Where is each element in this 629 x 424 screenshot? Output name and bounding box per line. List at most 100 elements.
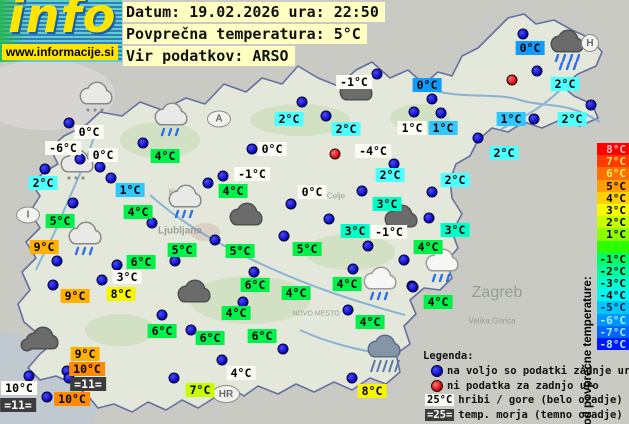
station-temperature-label: =11= [70,377,106,391]
scale-bar: 8°C 7°C 6°C 5°C 4°C 3°C 2°C 1°C -1°C -2°C -3°C -4°C… [597,143,629,351]
station-temperature-label: 0°C [257,142,287,156]
station-dot-blue [285,198,297,210]
station-temperature-label: 8°C [106,287,136,301]
scale-entry: -3°C [597,277,629,290]
station-temperature-label: 6°C [126,255,156,269]
map-sign-i: I [16,206,40,224]
station-dot-blue [105,172,117,184]
rain-icon [63,221,109,267]
rivers [35,87,601,357]
station-dot-blue [407,281,419,293]
station-dot-blue [426,186,438,198]
station-dot-blue [277,343,289,355]
station-dot-blue [67,197,79,209]
station-temperature-label: 3°C [372,197,402,211]
station-temperature-label: 4°C [150,149,180,163]
station-temperature-label: 10°C [69,362,105,376]
station-temperature-label: 2°C [331,122,361,136]
legend-item-text: na voljo so podatki zadnje ure [447,365,629,377]
station-dot-blue [398,254,410,266]
station-temperature-label: 3°C [440,223,470,237]
station-dot-blue [342,304,354,316]
station-temperature-label: 0°C [515,41,545,55]
station-dot-blue [528,113,540,125]
legend-item-text: hribi / gore (belo ozadje) [458,394,623,406]
legend-blue-dot-icon [431,365,443,377]
station-dot-blue [94,161,106,173]
station-temperature-label: 0°C [74,125,104,139]
rain-icon [149,102,195,148]
storm-icon [362,334,408,380]
station-dot-blue [423,212,435,224]
legend-white-box-icon: 25°C [425,394,455,406]
station-dot-blue [156,309,168,321]
station-temperature-label: 9°C [60,289,90,303]
station-temperature-label: 4°C [218,184,248,198]
scale-entry: -4°C [597,289,629,302]
scale-entry: -1°C [597,252,629,266]
station-dot-blue [248,266,260,278]
drizzle-icon [74,81,120,127]
legend-item-text: ni podatka za zadnjo uro [447,379,599,392]
cloud-icon [172,279,218,325]
station-dot-blue [137,137,149,149]
map-sign-hr: HR [212,385,240,403]
station-dot-blue [362,240,374,252]
city-label: Velika Gorica [468,316,516,326]
station-dot-blue [96,274,108,286]
legend-dark-box-icon: =25= [425,408,455,421]
station-dot-blue [217,170,229,182]
legend-item: 25°C hribi / gore (belo ozadje) [423,393,629,407]
station-temperature-label: 9°C [29,240,59,254]
info-logo-link[interactable]: info www.informacije.si [0,0,122,62]
station-temperature-label: 1°C [397,121,427,135]
station-dot-red [329,148,341,160]
station-temperature-label: 10°C [1,381,37,395]
station-temperature-label: -1°C [234,167,270,181]
station-dot-blue [47,279,59,291]
station-dot-blue [585,99,597,111]
station-temperature-label: 5°C [167,243,197,257]
scale-entry: 1°C [597,228,629,241]
header-data-source-line: Vir podatkov: ARSO [123,46,295,66]
station-temperature-label: 0°C [88,148,118,162]
legend-title: Legenda: [423,350,474,362]
cloud-icon [224,202,270,248]
cloud-icon [20,326,66,372]
station-dot-blue [202,177,214,189]
station-dot-blue [320,110,332,122]
station-dot-blue [426,93,438,105]
station-dot-blue [63,117,75,129]
rain-icon [163,184,209,230]
station-temperature-label: 6°C [147,324,177,338]
legend-rows: na voljo so podatki zadnje ure ni podatka… [423,364,629,422]
station-temperature-label: 7°C [185,383,215,397]
station-temperature-label: 2°C [28,176,58,190]
station-dot-blue [531,65,543,77]
station-dot-blue [435,107,447,119]
station-dot-blue [39,163,51,175]
station-dot-blue [209,234,221,246]
station-temperature-label: 2°C [375,168,405,182]
station-temperature-label: 10°C [54,392,90,406]
header-date-line: Datum: 19.02.2026 ura: 22:50 [123,2,385,22]
city-label: Zagreb [471,284,523,301]
station-temperature-label: 2°C [440,173,470,187]
scale-entry [597,240,629,253]
station-temperature-label: 6°C [247,329,277,343]
station-dot-blue [472,132,484,144]
station-dot-blue [51,255,63,267]
cloud-icon [379,204,425,250]
station-temperature-label: 3°C [112,270,142,284]
station-dot-blue [278,230,290,242]
station-temperature-label: -1°C [371,225,407,239]
station-temperature-label: 4°C [221,306,251,320]
station-temperature-label: -1°C [336,75,372,89]
map-sign-a: A [207,110,231,128]
legend-red-dot-icon [431,379,443,392]
station-temperature-label: 4°C [226,366,256,380]
